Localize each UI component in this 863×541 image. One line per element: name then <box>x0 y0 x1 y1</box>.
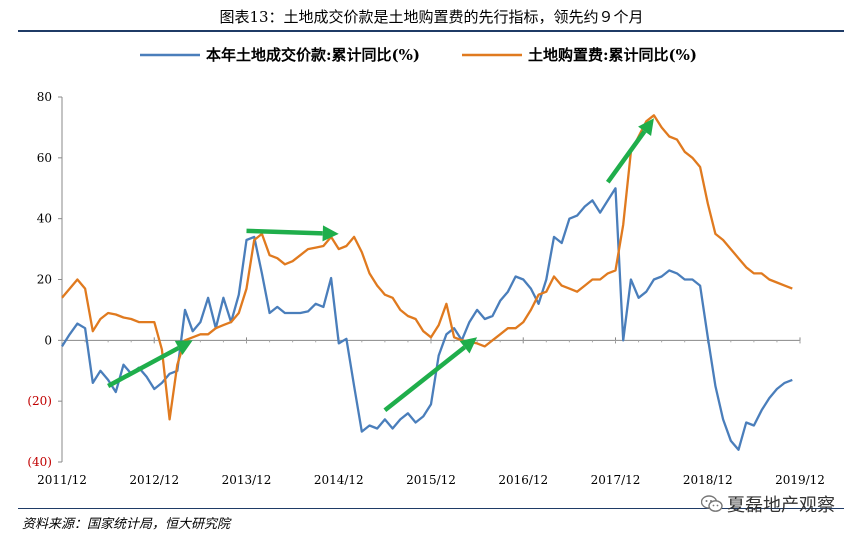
source-note: 资料来源：国家统计局，恒大研究院 <box>22 517 231 532</box>
x-tick-label: 2019/12 <box>775 473 825 487</box>
x-tick-label: 2014/12 <box>314 473 364 487</box>
trend-arrow-shaft <box>246 228 323 236</box>
trend-arrow-head <box>638 118 654 136</box>
y-tick-label: 20 <box>37 273 52 287</box>
y-tick-label: 40 <box>37 212 52 226</box>
trend-arrow-head <box>322 225 339 242</box>
watermark: 夏磊地产观察 <box>701 491 835 517</box>
series-line-1 <box>61 187 793 451</box>
x-tick-label: 2015/12 <box>406 473 456 487</box>
trend-arrow-shaft <box>605 129 647 184</box>
trend-arrow-head <box>459 337 478 354</box>
trend-arrow-head <box>174 340 193 355</box>
y-tick-labels: 80 60 40 20 0 (20) (40) <box>27 90 52 469</box>
x-tick-label: 2011/12 <box>37 473 87 487</box>
x-tick-label: 2017/12 <box>591 473 641 487</box>
x-tick-labels: 2011/12 2012/12 2013/12 2014/12 2015/12 2016/… <box>37 473 825 487</box>
trend-arrow-shaft <box>107 345 180 388</box>
trend-arrows <box>107 118 654 413</box>
x-tick-label: 2018/12 <box>683 473 733 487</box>
legend: 本年土地成交价款:累计同比(%) 土地购置费:累计同比(%) <box>140 46 697 64</box>
trend-arrow-shaft <box>383 345 466 413</box>
x-tick-label: 2012/12 <box>129 473 179 487</box>
title-rule <box>18 30 844 32</box>
legend-label-series1: 本年土地成交价款:累计同比(%) <box>206 46 420 64</box>
x-tick-label: 2013/12 <box>222 473 272 487</box>
y-tick-label: (40) <box>27 455 52 469</box>
y-tick-label: (20) <box>27 394 52 408</box>
line-chart: 本年土地成交价款:累计同比(%) 土地购置费:累计同比(%) 80 60 40 20 0… <box>27 46 825 487</box>
footer-rule <box>18 508 844 509</box>
page-title: 图表13：土地成交价款是土地购置费的先行指标，领先约９个月 <box>219 8 644 26</box>
y-tick-label: 0 <box>44 333 52 347</box>
y-tick-label: 80 <box>37 90 52 104</box>
watermark-text: 夏磊地产观察 <box>727 495 835 516</box>
x-tick-label: 2016/12 <box>498 473 548 487</box>
wechat-icon <box>701 495 723 512</box>
y-tick-label: 60 <box>37 151 52 165</box>
legend-label-series2: 土地购置费:累计同比(%) <box>528 46 697 64</box>
series-lines <box>61 114 793 451</box>
